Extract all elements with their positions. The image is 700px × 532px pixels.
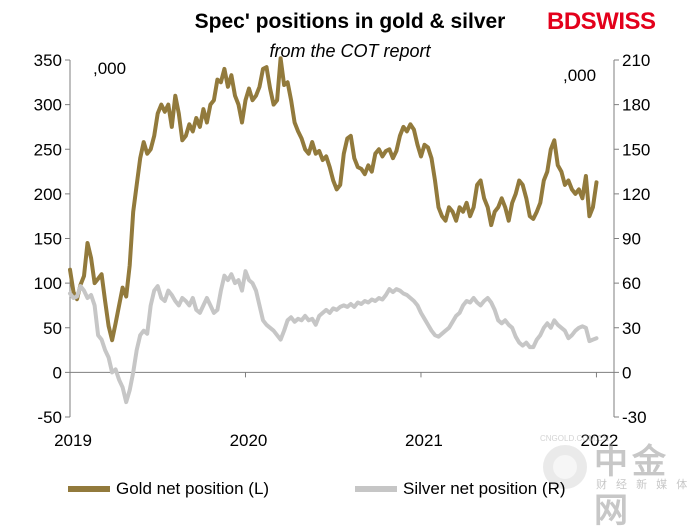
bdswiss-logo: BDSWISS xyxy=(547,8,656,36)
left-tick-label: 50 xyxy=(43,319,62,338)
x-tick-label: 2019 xyxy=(54,431,92,450)
right-tick-label: -30 xyxy=(622,408,647,427)
left-tick-label: 350 xyxy=(34,51,62,70)
left-tick-label: -50 xyxy=(37,408,62,427)
left-tick-label: 250 xyxy=(34,140,62,159)
left-tick-label: 100 xyxy=(34,274,62,293)
logo-text-bd: BD xyxy=(547,8,581,35)
chart-title: Spec' positions in gold & silver xyxy=(194,10,506,33)
right-tick-label: 210 xyxy=(622,51,650,70)
legend-label-gold: Gold net position (L) xyxy=(116,479,270,498)
series-line-silver xyxy=(68,269,599,405)
legend-item-gold: Gold net position (L) xyxy=(68,479,269,499)
right-tick-label: 90 xyxy=(622,230,641,249)
legend-swatch-silver xyxy=(355,486,397,492)
watermark-logo: CNGOLD.COM.CN 中金网 财 经 新 媒 体 xyxy=(538,432,698,530)
legend-swatch-gold xyxy=(68,486,110,492)
series-line-gold xyxy=(68,56,599,343)
left-tick-label: 150 xyxy=(34,230,62,249)
watermark-emblem-icon xyxy=(543,445,587,489)
x-tick-label: 2020 xyxy=(230,431,268,450)
watermark-sub-text: 财 经 新 媒 体 xyxy=(596,479,691,491)
logo-text-swiss: SWISS xyxy=(580,8,656,35)
chart-subtitle: from the COT report xyxy=(269,41,431,61)
right-tick-label: 60 xyxy=(622,274,641,293)
right-tick-label: 180 xyxy=(622,96,650,115)
x-tick-label: 2021 xyxy=(405,431,443,450)
watermark-url: CNGOLD.COM.CN xyxy=(540,434,609,443)
legend-item-silver: Silver net position (R) xyxy=(355,479,566,499)
x-tick-label: 2022 xyxy=(581,431,619,450)
left-tick-label: 200 xyxy=(34,185,62,204)
chart-plot: 350300250200150100500-502101801501209060… xyxy=(34,51,651,450)
left-tick-label: 300 xyxy=(34,96,62,115)
left-tick-label: 0 xyxy=(53,363,62,382)
right-tick-label: 120 xyxy=(622,185,650,204)
legend-label-silver: Silver net position (R) xyxy=(403,479,566,498)
right-axis-unit: ,000 xyxy=(563,66,597,85)
right-tick-label: 150 xyxy=(622,140,650,159)
left-axis-unit: ,000 xyxy=(93,59,127,78)
right-tick-label: 0 xyxy=(622,363,631,382)
right-tick-label: 30 xyxy=(622,319,641,338)
